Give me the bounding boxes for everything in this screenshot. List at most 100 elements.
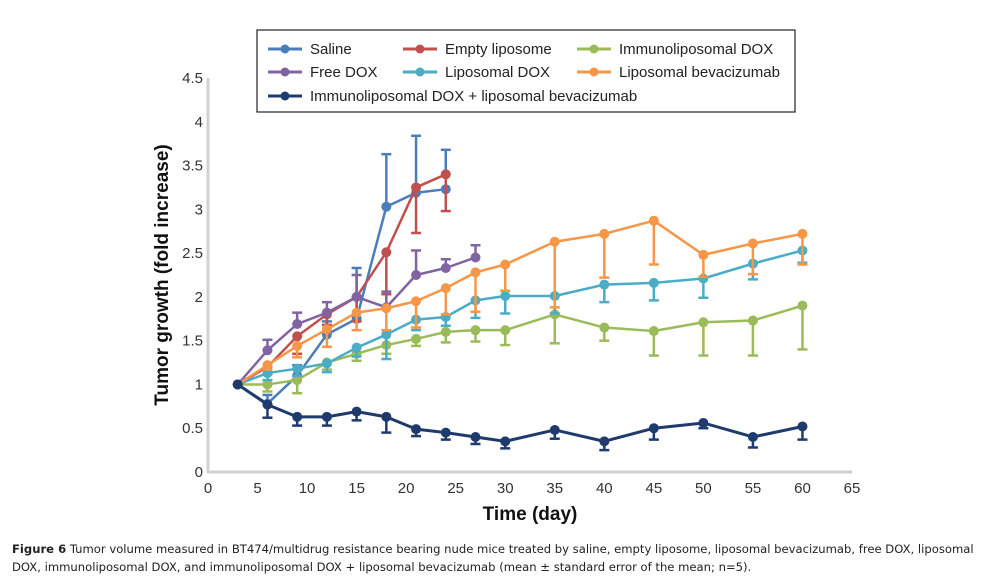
data-point bbox=[292, 340, 303, 351]
data-point bbox=[321, 358, 332, 369]
series-line bbox=[237, 187, 446, 405]
legend-item: Immunoliposomal DOX + liposomal bevacizu… bbox=[268, 88, 637, 105]
caption-text: Tumor volume measured in BT474/multidrug… bbox=[12, 542, 974, 574]
y-axis-title: Tumor growth (fold increase) bbox=[152, 144, 173, 405]
x-tick-label: 45 bbox=[646, 480, 663, 497]
data-point bbox=[747, 315, 758, 326]
x-tick-labels: 0 5 10 15 20 25 30 35 40 45 50 55 60 65 bbox=[204, 480, 861, 497]
data-point bbox=[549, 236, 560, 247]
y-tick-label: 2 bbox=[195, 289, 203, 306]
series-line bbox=[236, 383, 803, 443]
data-point bbox=[470, 267, 481, 278]
legend-item: Saline bbox=[268, 41, 352, 58]
y-tick-label: 1.5 bbox=[182, 333, 203, 350]
figure-caption: Figure 6 Tumor volume measured in BT474/… bbox=[12, 540, 1002, 576]
data-point bbox=[440, 169, 451, 180]
data-point bbox=[351, 342, 362, 353]
y-tick-label: 0.5 bbox=[182, 420, 203, 437]
legend-label: Immunoliposomal DOX + liposomal bevacizu… bbox=[310, 88, 637, 105]
x-tick-label: 25 bbox=[447, 480, 464, 497]
legend-label: Saline bbox=[310, 41, 352, 58]
data-point bbox=[500, 325, 511, 336]
x-tick-label: 20 bbox=[398, 480, 415, 497]
series-liposomal-bevacizumab bbox=[232, 215, 808, 390]
data-point bbox=[599, 436, 610, 447]
data-point bbox=[797, 300, 808, 311]
data-point bbox=[648, 277, 659, 288]
data-point bbox=[470, 325, 481, 336]
data-point bbox=[440, 427, 451, 438]
data-point bbox=[381, 303, 392, 314]
data-point bbox=[648, 423, 659, 434]
data-point bbox=[500, 259, 511, 270]
data-point bbox=[797, 421, 808, 432]
plot-area bbox=[232, 134, 808, 452]
data-point bbox=[262, 399, 273, 410]
legend-item: Immunoliposomal DOX bbox=[577, 41, 773, 58]
y-tick-label: 2.5 bbox=[182, 245, 203, 262]
x-tick-label: 55 bbox=[745, 480, 762, 497]
x-tick-label: 50 bbox=[695, 480, 712, 497]
x-tick-label: 40 bbox=[596, 480, 613, 497]
data-point bbox=[321, 324, 332, 335]
x-tick-label: 5 bbox=[253, 480, 261, 497]
data-point bbox=[648, 326, 659, 337]
data-point bbox=[747, 238, 758, 249]
legend-swatch-marker bbox=[280, 91, 290, 101]
legend-label: Liposomal bevacizumab bbox=[619, 64, 780, 81]
y-tick-label: 3.5 bbox=[182, 158, 203, 175]
figure-label: Figure 6 bbox=[12, 542, 67, 556]
data-point bbox=[470, 431, 481, 442]
legend-swatch-marker bbox=[280, 44, 290, 54]
data-point bbox=[381, 247, 392, 258]
data-point bbox=[698, 417, 709, 428]
data-point bbox=[411, 424, 422, 435]
data-point bbox=[440, 262, 451, 273]
data-point bbox=[411, 270, 422, 280]
data-point bbox=[698, 317, 709, 328]
x-tick-label: 65 bbox=[844, 480, 861, 497]
data-point bbox=[351, 406, 362, 417]
data-point bbox=[599, 228, 610, 239]
legend-label: Empty liposome bbox=[445, 41, 552, 58]
legend: Saline Empty liposome Immunoliposomal DOX F… bbox=[256, 29, 796, 113]
data-point bbox=[351, 307, 362, 318]
data-point bbox=[262, 379, 273, 390]
data-point bbox=[500, 436, 511, 447]
data-point bbox=[292, 375, 303, 386]
y-tick-label: 0 bbox=[195, 464, 203, 481]
series-line bbox=[237, 249, 803, 386]
y-tick-label: 1 bbox=[195, 376, 203, 393]
data-point bbox=[549, 424, 560, 435]
y-tick-label: 4 bbox=[195, 114, 203, 131]
data-point bbox=[351, 291, 362, 302]
x-tick-label: 35 bbox=[546, 480, 563, 497]
x-tick-label: 30 bbox=[497, 480, 514, 497]
data-point bbox=[292, 331, 303, 342]
data-point bbox=[292, 319, 303, 330]
legend-swatch-marker bbox=[280, 67, 290, 77]
x-tick-label: 10 bbox=[299, 480, 316, 497]
legend-swatch-marker bbox=[589, 44, 599, 54]
legend-swatch-marker bbox=[415, 67, 425, 77]
data-point bbox=[500, 291, 511, 302]
data-point bbox=[292, 363, 303, 374]
data-point bbox=[321, 307, 332, 318]
data-point bbox=[440, 326, 451, 337]
data-point bbox=[381, 411, 392, 422]
x-tick-label: 0 bbox=[204, 480, 212, 497]
legend-item: Free DOX bbox=[268, 64, 378, 81]
data-point bbox=[321, 411, 332, 422]
data-point bbox=[262, 345, 273, 356]
data-point bbox=[232, 379, 243, 390]
data-point bbox=[292, 411, 303, 422]
data-point bbox=[411, 333, 422, 344]
legend-item: Empty liposome bbox=[403, 41, 552, 58]
series-immunoliposomal-dox-liposomal-bevacizumab bbox=[232, 379, 808, 452]
data-point bbox=[411, 296, 422, 307]
x-axis-title: Time (day) bbox=[483, 504, 578, 525]
x-tick-label: 15 bbox=[348, 480, 365, 497]
data-point bbox=[648, 215, 659, 226]
data-point bbox=[440, 283, 451, 294]
x-tick-label: 60 bbox=[794, 480, 811, 497]
